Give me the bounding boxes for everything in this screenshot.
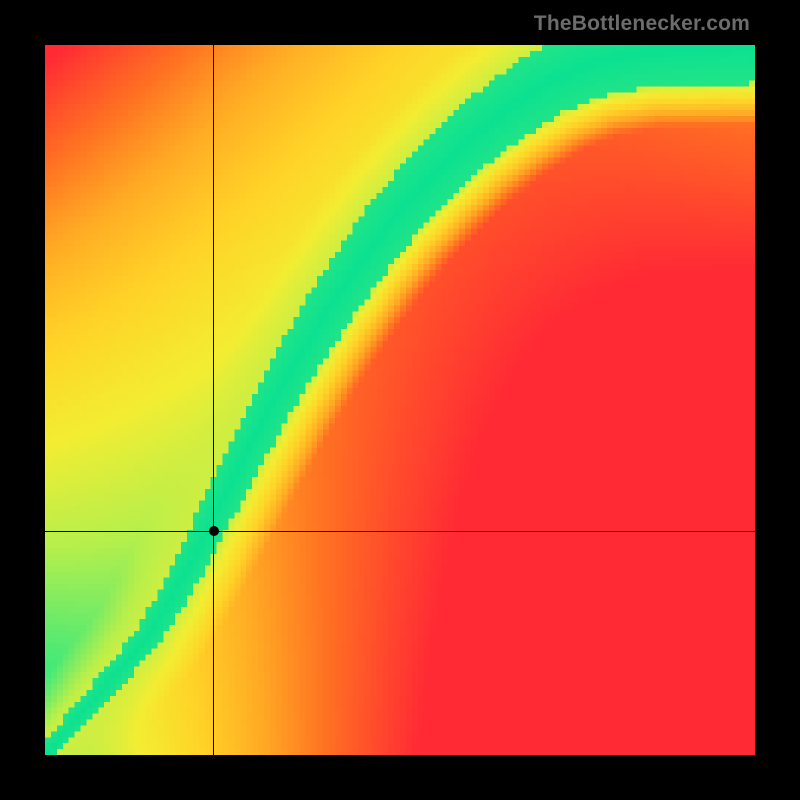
watermark-text: TheBottlenecker.com [534, 12, 750, 36]
crosshair-vertical [213, 45, 214, 755]
crosshair-horizontal [45, 531, 755, 532]
bottleneck-heatmap [45, 45, 755, 755]
